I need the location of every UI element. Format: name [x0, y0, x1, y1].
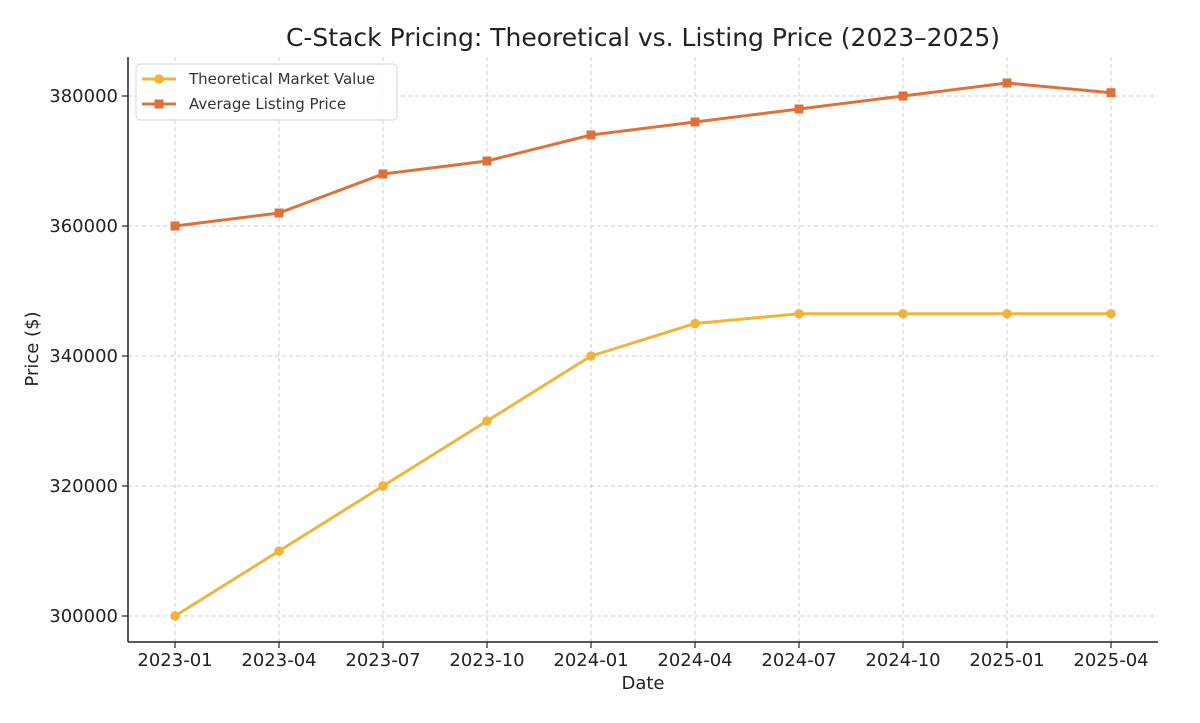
x-tick-label: 2024-10: [865, 650, 940, 671]
legend-swatch-marker: [154, 74, 164, 84]
data-point: [274, 546, 284, 556]
chart-title: C-Stack Pricing: Theoretical vs. Listing…: [286, 23, 1000, 52]
y-tick-label: 300000: [49, 606, 118, 627]
data-point: [1002, 78, 1012, 88]
data-point: [794, 104, 804, 114]
x-tick-label: 2025-04: [1073, 650, 1148, 671]
y-tick-label: 360000: [49, 216, 118, 237]
legend-item: Theoretical Market Value: [142, 70, 375, 88]
y-tick-label: 340000: [49, 346, 118, 367]
data-point: [482, 416, 492, 426]
legend: Theoretical Market Value Average Listing …: [135, 63, 398, 121]
data-point: [1002, 308, 1012, 319]
legend-item: Average Listing Price: [142, 95, 346, 113]
legend-swatch-marker: [154, 99, 164, 109]
x-tick-label: 2025-01: [969, 650, 1044, 671]
data-point: [586, 130, 596, 140]
data-point: [586, 351, 596, 361]
series-1: [170, 308, 1116, 621]
data-point: [378, 481, 388, 491]
legend-label: Theoretical Market Value: [188, 70, 375, 88]
x-tick-label: 2024-01: [553, 650, 628, 671]
y-tick-label: 380000: [49, 86, 118, 107]
data-point: [482, 156, 492, 166]
x-axis-label: Date: [621, 673, 664, 694]
data-point: [690, 117, 700, 127]
data-point: [898, 308, 908, 319]
data-point: [170, 221, 180, 231]
legend-box: [135, 63, 398, 121]
data-point: [1106, 88, 1116, 98]
axes-layer: [127, 57, 1158, 643]
series-2: [170, 78, 1116, 231]
data-point: [794, 308, 804, 319]
y-axis-label: Price ($): [22, 311, 43, 386]
series-line: [174, 81, 1112, 228]
x-tick-label: 2024-07: [761, 650, 836, 671]
data-point: [898, 91, 908, 101]
data-point: [1106, 308, 1116, 319]
x-tick-label: 2023-07: [345, 650, 420, 671]
series-line: [174, 312, 1111, 618]
legend-label: Average Listing Price: [189, 95, 346, 113]
data-point: [170, 611, 180, 621]
x-tick-label: 2023-04: [241, 650, 316, 671]
y-tick-label: 320000: [49, 476, 118, 497]
data-point: [378, 169, 388, 179]
ticks-layer: 2023-01 2023-04 2023-07 2023-10 2024-01 2024-…: [49, 86, 1148, 671]
series-layer: [170, 78, 1116, 621]
x-tick-label: 2023-10: [449, 650, 524, 671]
data-point: [274, 208, 284, 218]
x-tick-label: 2023-01: [137, 650, 212, 671]
grid-layer: [128, 57, 1158, 642]
x-tick-label: 2024-04: [657, 650, 732, 671]
data-point: [690, 318, 700, 329]
